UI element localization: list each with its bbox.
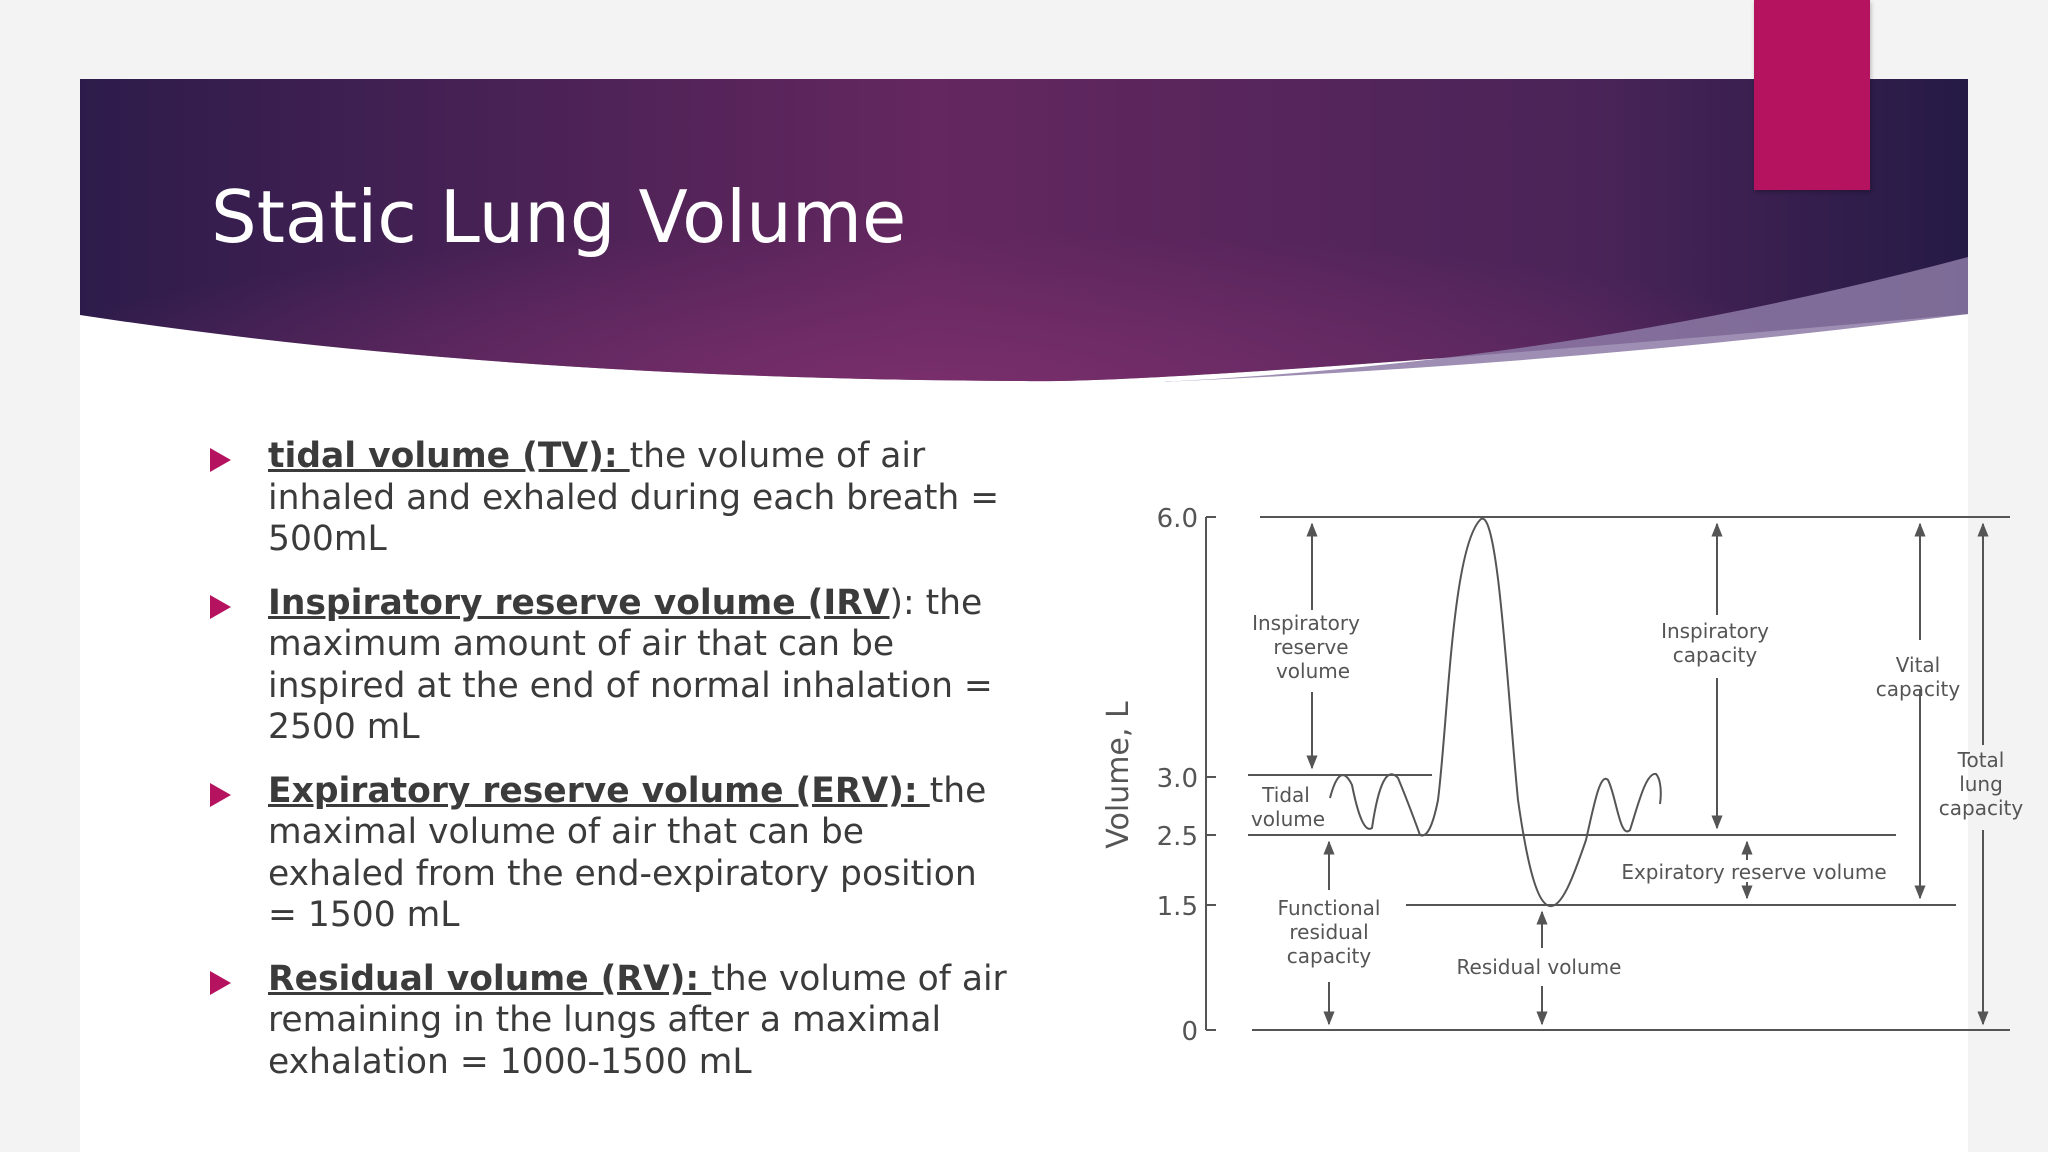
- erv-label: Expiratory reserve volume: [1621, 860, 1886, 884]
- accent-tab: [1754, 0, 1870, 190]
- rv-label: Residual volume: [1457, 955, 1622, 979]
- bullet-text: the volume of air inhaled and exhaled du…: [268, 436, 1000, 559]
- tick-label-3: 3.0: [1157, 764, 1198, 794]
- slide-title: Static Lung Volume: [211, 175, 907, 259]
- ic-label-line2: capacity: [1673, 643, 1758, 667]
- bullet-text: ): the maximum amount of air that can be…: [268, 582, 993, 748]
- bullet-term: Residual volume (RV):: [268, 958, 712, 999]
- ic-label-line1: Inspiratory: [1661, 619, 1769, 643]
- lung-volume-diagram: 6.0 3.0 2.5 1.5 0 Volume, L Volume, L In…: [1101, 504, 2024, 1047]
- irv-label-line1: Inspiratory: [1252, 611, 1360, 635]
- frc-label-line1: Functional: [1278, 896, 1381, 920]
- irv-label-line2: reserve: [1273, 635, 1348, 659]
- bullet-arrow-icon: [210, 970, 231, 995]
- bullet-irv: Inspiratory reserve volume (IRV): the ma…: [210, 583, 1010, 749]
- vc-label-line1: Vital: [1896, 653, 1940, 677]
- frc-label-line2: residual: [1289, 920, 1368, 944]
- bullet-tidal-volume: tidal volume (TV): the volume of air inh…: [210, 436, 1010, 561]
- bullet-list: tidal volume (TV): the volume of air inh…: [210, 436, 1010, 1105]
- tv-label-line1: Tidal: [1261, 783, 1310, 807]
- tlc-label-line1: Total: [1957, 748, 2005, 772]
- tick-label-25: 2.5: [1157, 822, 1198, 852]
- y-axis-label-rotated: Volume, L: [1101, 701, 1136, 849]
- spirogram-trace: [1329, 517, 1662, 907]
- bullet-term: Inspiratory reserve volume (IRV: [268, 582, 890, 623]
- tlc-label-line3: capacity: [1939, 796, 2024, 820]
- tick-label-15: 1.5: [1157, 892, 1198, 922]
- tv-label-line2: volume: [1251, 807, 1325, 831]
- irv-label-line3: volume: [1276, 659, 1350, 683]
- tick-label-6: 6.0: [1157, 504, 1198, 534]
- title-banner: [80, 79, 1968, 382]
- vc-label-line2: capacity: [1876, 677, 1961, 701]
- bullet-erv: Expiratory reserve volume (ERV): the max…: [210, 771, 1010, 937]
- frc-label-line3: capacity: [1287, 944, 1372, 968]
- bullet-arrow-icon: [210, 594, 231, 619]
- bullet-text: the maximal volume of air that can be ex…: [268, 770, 987, 936]
- bullet-arrow-icon: [210, 782, 231, 807]
- bullet-term: Expiratory reserve volume (ERV):: [268, 770, 930, 811]
- bullet-rv: Residual volume (RV): the volume of air …: [210, 959, 1010, 1084]
- tlc-label-line2: lung: [1959, 772, 2003, 796]
- bullet-term: tidal volume (TV):: [268, 436, 630, 476]
- tick-label-0: 0: [1181, 1017, 1198, 1047]
- bullet-text: the volume of air remaining in the lungs…: [268, 958, 1007, 1082]
- bullet-arrow-icon: [210, 448, 231, 472]
